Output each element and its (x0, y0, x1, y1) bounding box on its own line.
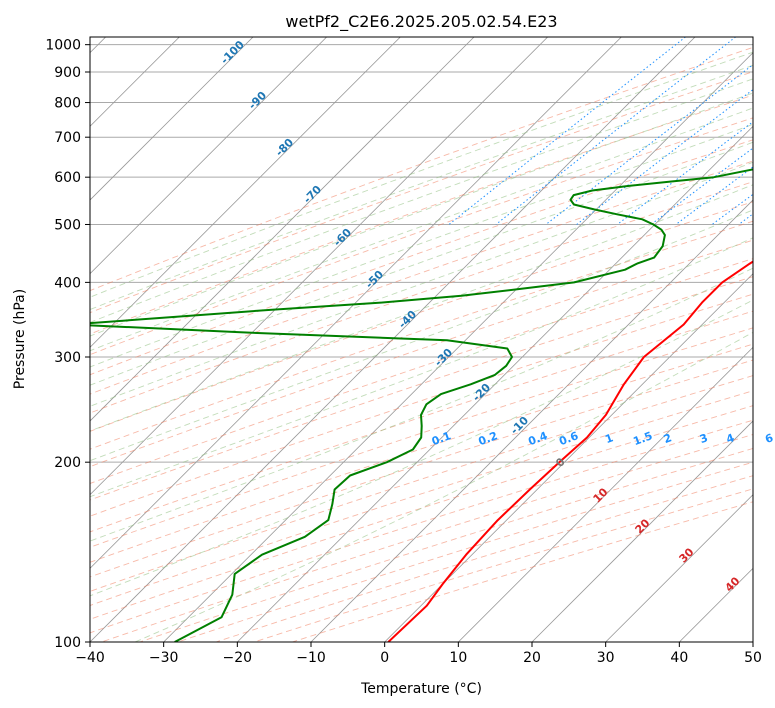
moist-adiabat (90, 141, 753, 386)
series-dewpoint-line (90, 168, 753, 642)
x-tick-label: 40 (670, 650, 688, 666)
isotherm--30 (163, 52, 753, 642)
dry-adiabat (90, 359, 753, 578)
dry-adiabat (90, 71, 753, 314)
y-tick-label: 600 (54, 170, 81, 186)
x-tick-label: 10 (449, 650, 467, 666)
moist-adiabat (90, 237, 753, 498)
y-tick-label: 900 (54, 65, 81, 81)
mixing-ratio-line (545, 64, 753, 225)
isotherm--90 (90, 37, 328, 275)
plot-frame (89, 36, 754, 643)
isotherm--80 (90, 37, 401, 348)
mixing-ratio-label: 0.2 (477, 429, 500, 448)
y-tick-label: 800 (54, 96, 81, 112)
mixing-ratio-label: 0.4 (527, 429, 550, 448)
moist-adiabat (90, 267, 753, 542)
isotherm--10 (310, 199, 753, 642)
dry-adiabat (90, 201, 753, 432)
moist-adiabat (90, 184, 753, 432)
x-tick-label: 50 (744, 650, 762, 666)
moist-adiabat (90, 299, 753, 597)
y-tick-label: 200 (54, 455, 81, 471)
dry-adiabat (90, 293, 753, 517)
dry-adiabat (90, 310, 753, 533)
mixing-ratio-line (495, 37, 737, 225)
isotherm--50 (90, 37, 622, 569)
y-tick-label: 100 (54, 635, 81, 651)
y-axis-label: Pressure (hPa) (12, 289, 28, 389)
isotherm--20 (236, 125, 753, 642)
isotherm--100 (90, 37, 254, 201)
dry-adiabat (90, 160, 753, 395)
x-tick-label: −30 (149, 650, 179, 666)
mixing-ratio-label: 0.6 (557, 429, 580, 448)
dry-adiabat (90, 390, 753, 606)
mixing-ratio-label: 4 (724, 431, 736, 446)
moist-adiabat (90, 64, 753, 311)
mixing-ratio-label: 1 (603, 431, 615, 446)
isotherm--40 (90, 37, 696, 642)
mixing-ratio-label: 2 (662, 431, 674, 446)
mixing-ratio-label: 1.5 (632, 429, 655, 448)
moist-adiabat (90, 161, 753, 407)
x-tick-label: 0 (380, 650, 389, 666)
x-tick-label: 20 (523, 650, 541, 666)
x-tick-label: −20 (223, 650, 253, 666)
mixing-ratio-label: 3 (698, 431, 710, 446)
moist-adiabat (90, 92, 753, 337)
x-axis-label: Temperature (°C) (360, 681, 482, 697)
isotherm-10 (457, 346, 753, 642)
moist-adiabat (90, 78, 753, 323)
isotherm-40 (678, 567, 753, 642)
y-tick-label: 700 (54, 130, 81, 146)
x-tick-label: −40 (75, 650, 105, 666)
y-tick-label: 400 (54, 275, 81, 291)
dry-adiabat (90, 327, 753, 548)
mixing-ratio-line (650, 147, 753, 225)
data-lines (90, 168, 753, 642)
dry-adiabat (90, 46, 753, 292)
isotherm-20 (531, 420, 753, 642)
mixing-ratio-label: 0.1 (430, 429, 453, 448)
x-axis: −40 −30 −20 −10 0 10 20 30 40 50 (75, 642, 762, 666)
dry-adiabat (90, 181, 753, 414)
mixing-ratio-label: 6 (763, 431, 775, 446)
moist-adiabat (90, 51, 753, 298)
isotherm-30 (605, 494, 753, 642)
isotherm--60 (90, 37, 549, 496)
y-axis: 100 200 300 400 500 600 700 800 900 1000 (45, 38, 90, 651)
dry-adiabat (90, 276, 753, 501)
x-tick-label: −10 (296, 650, 326, 666)
y-tick-label: 1000 (45, 38, 81, 54)
y-tick-label: 500 (54, 217, 81, 233)
dry-adiabat (90, 239, 753, 468)
isotherm--70 (90, 37, 475, 422)
chart-title: wetPf2_C2E6.2025.205.02.54.E23 (285, 12, 557, 32)
x-tick-label: 30 (597, 650, 615, 666)
background-lines (90, 37, 753, 642)
y-tick-label: 300 (54, 350, 81, 366)
series-temperature-line (387, 260, 753, 642)
